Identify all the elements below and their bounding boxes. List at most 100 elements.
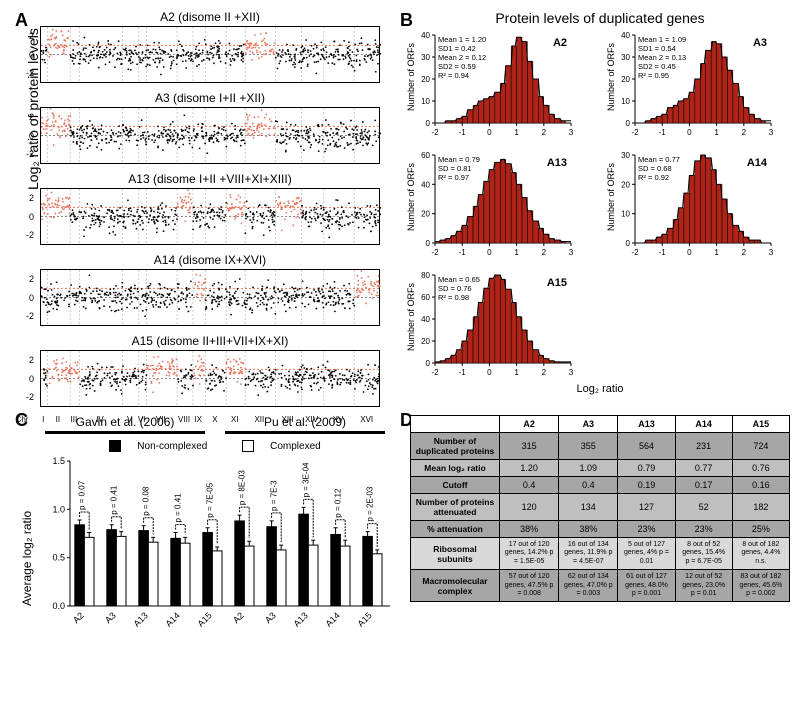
svg-text:p = 0.41: p = 0.41: [109, 485, 118, 515]
table-cell: 52: [675, 494, 732, 521]
svg-text:1.0: 1.0: [52, 504, 65, 514]
table-cell: 724: [732, 433, 789, 460]
svg-text:1: 1: [714, 128, 719, 137]
chr-label: Chr: [16, 415, 29, 424]
svg-text:0: 0: [687, 128, 692, 137]
hist-stats: Mean = 0.79SD = 0.81R² = 0.97: [438, 155, 480, 182]
svg-text:0: 0: [487, 248, 492, 257]
table-cell: 1.09: [559, 460, 618, 477]
svg-text:A2: A2: [71, 610, 86, 625]
table-cell: 12 out of 52 genes, 23.0% p = 0.01: [675, 570, 732, 602]
hist-stats: Mean 1 = 1.20SD1 = 0.42Mean 2 = 0.12SD2 …: [438, 35, 486, 80]
table-cell: 1.20: [500, 460, 559, 477]
svg-text:2: 2: [742, 128, 747, 137]
svg-text:A13: A13: [131, 610, 149, 628]
svg-text:p = 7E-05: p = 7E-05: [205, 482, 214, 517]
svg-text:A13: A13: [291, 610, 309, 628]
panel-c: Gavin et al. (2006) Pu et al. (2009) Non…: [35, 415, 395, 636]
svg-text:-1: -1: [459, 368, 467, 377]
svg-text:p = 0.07: p = 0.07: [77, 480, 86, 510]
svg-text:A3: A3: [263, 610, 278, 625]
svg-text:3: 3: [769, 128, 774, 137]
svg-text:-2: -2: [431, 368, 439, 377]
svg-text:0.5: 0.5: [52, 553, 65, 563]
svg-text:10: 10: [621, 97, 630, 106]
table-cell: 38%: [559, 521, 618, 538]
svg-text:-2: -2: [631, 128, 639, 137]
table-cell: 5 out of 127 genes, 4% p = 0.01: [618, 538, 675, 570]
panel-a: Log₂ ratio of protein levels A2 (disome …: [40, 10, 380, 435]
table-cell: 355: [559, 433, 618, 460]
panel-c-chart: Average log₂ ratio 0.00.51.01.5p = 0.07A…: [35, 456, 395, 636]
svg-text:0: 0: [687, 248, 692, 257]
svg-text:30: 30: [621, 53, 630, 62]
svg-text:p = 8E-03: p = 8E-03: [237, 470, 246, 505]
svg-text:1: 1: [514, 368, 519, 377]
svg-text:0: 0: [487, 128, 492, 137]
svg-text:10: 10: [621, 210, 630, 219]
hist-ylabel: Number of ORFs: [606, 163, 616, 231]
table-row-head: Mean log₂ ratio: [411, 460, 500, 477]
legend-box-c: [242, 440, 254, 452]
histogram: Number of ORFsA2Mean 1 = 1.20SD1 = 0.42M…: [410, 31, 575, 141]
table-cell: 0.19: [618, 477, 675, 494]
strain-title: A2 (disome II +XII): [40, 10, 380, 24]
panel-b-xlabel: Log₂ ratio: [410, 383, 790, 395]
svg-text:A3: A3: [103, 610, 118, 625]
svg-text:2: 2: [542, 368, 547, 377]
panel-c-legend: Non-complexed Complexed: [35, 440, 395, 452]
svg-text:-1: -1: [659, 128, 667, 137]
legend-box-nc: [109, 440, 121, 452]
scatter-row: -202: [40, 350, 380, 407]
histogram: Number of ORFsA13Mean = 0.79SD = 0.81R² …: [410, 151, 575, 261]
svg-text:A14: A14: [323, 610, 341, 628]
strain-title: A15 (disome II+III+VII+IX+XI): [40, 334, 380, 348]
table-cell: 83 out of 182 genes, 45.6% p = 0.002: [732, 570, 789, 602]
svg-text:-1: -1: [659, 248, 667, 257]
table-cell: 0.4: [500, 477, 559, 494]
svg-text:p = 0.08: p = 0.08: [141, 486, 150, 516]
table-cell: 38%: [500, 521, 559, 538]
svg-text:-2: -2: [631, 248, 639, 257]
table-cell: 0.79: [618, 460, 675, 477]
hist-id: A15: [547, 277, 567, 289]
strain-title: A3 (disome I+II +XII): [40, 91, 380, 105]
svg-text:3: 3: [569, 248, 574, 257]
svg-text:0: 0: [426, 119, 431, 128]
table-cell: 0.4: [559, 477, 618, 494]
histogram: Number of ORFsA3Mean 1 = 1.09SD1 = 0.54M…: [610, 31, 775, 141]
table-col-head: A3: [559, 416, 618, 433]
hist-stats: Mean = 0.77SD = 0.68R² = 0.92: [638, 155, 680, 182]
svg-text:A14: A14: [163, 610, 181, 628]
svg-text:10: 10: [421, 97, 430, 106]
hist-id: A2: [553, 37, 567, 49]
svg-text:20: 20: [421, 210, 430, 219]
panel-b-title: Protein levels of duplicated genes: [410, 10, 790, 26]
table-cell: 23%: [618, 521, 675, 538]
table-cell: 61 out of 127 genes, 48.0% p = 0.001: [618, 570, 675, 602]
svg-text:30: 30: [621, 151, 630, 160]
scatter-row: -202: [40, 188, 380, 245]
svg-text:0.0: 0.0: [52, 601, 65, 611]
table-row-head: % attenuation: [411, 521, 500, 538]
svg-text:p = 0.41: p = 0.41: [173, 493, 182, 523]
panel-d-table: A2A3A13A14A15Number of duplicated protei…: [410, 415, 790, 602]
scatter-row: -202: [40, 26, 380, 83]
svg-text:1: 1: [514, 128, 519, 137]
table-col-head: A14: [675, 416, 732, 433]
svg-text:0: 0: [426, 359, 431, 368]
table-col-head: A2: [500, 416, 559, 433]
svg-text:3: 3: [569, 368, 574, 377]
strain-title: A13 (disome I+II +VIII+XI+XIII): [40, 172, 380, 186]
svg-text:3: 3: [569, 128, 574, 137]
table-cell: 57 out of 120 genes, 47.5% p = 0.008: [500, 570, 559, 602]
table-cell: 62 out of 134 genes, 47.0% p = 0.003: [559, 570, 618, 602]
svg-text:40: 40: [421, 315, 430, 324]
svg-text:60: 60: [421, 293, 430, 302]
hist-id: A3: [753, 37, 767, 49]
legend-nc: Non-complexed: [137, 441, 207, 452]
table-cell: 8 out of 182 genes, 4.4% n.s.: [732, 538, 789, 570]
legend-c: Complexed: [270, 441, 321, 452]
hist-stats: Mean 1 = 1.09SD1 = 0.54Mean 2 = 0.13SD2 …: [638, 35, 686, 80]
panel-c-dataset-1: Pu et al. (2009): [264, 415, 346, 429]
